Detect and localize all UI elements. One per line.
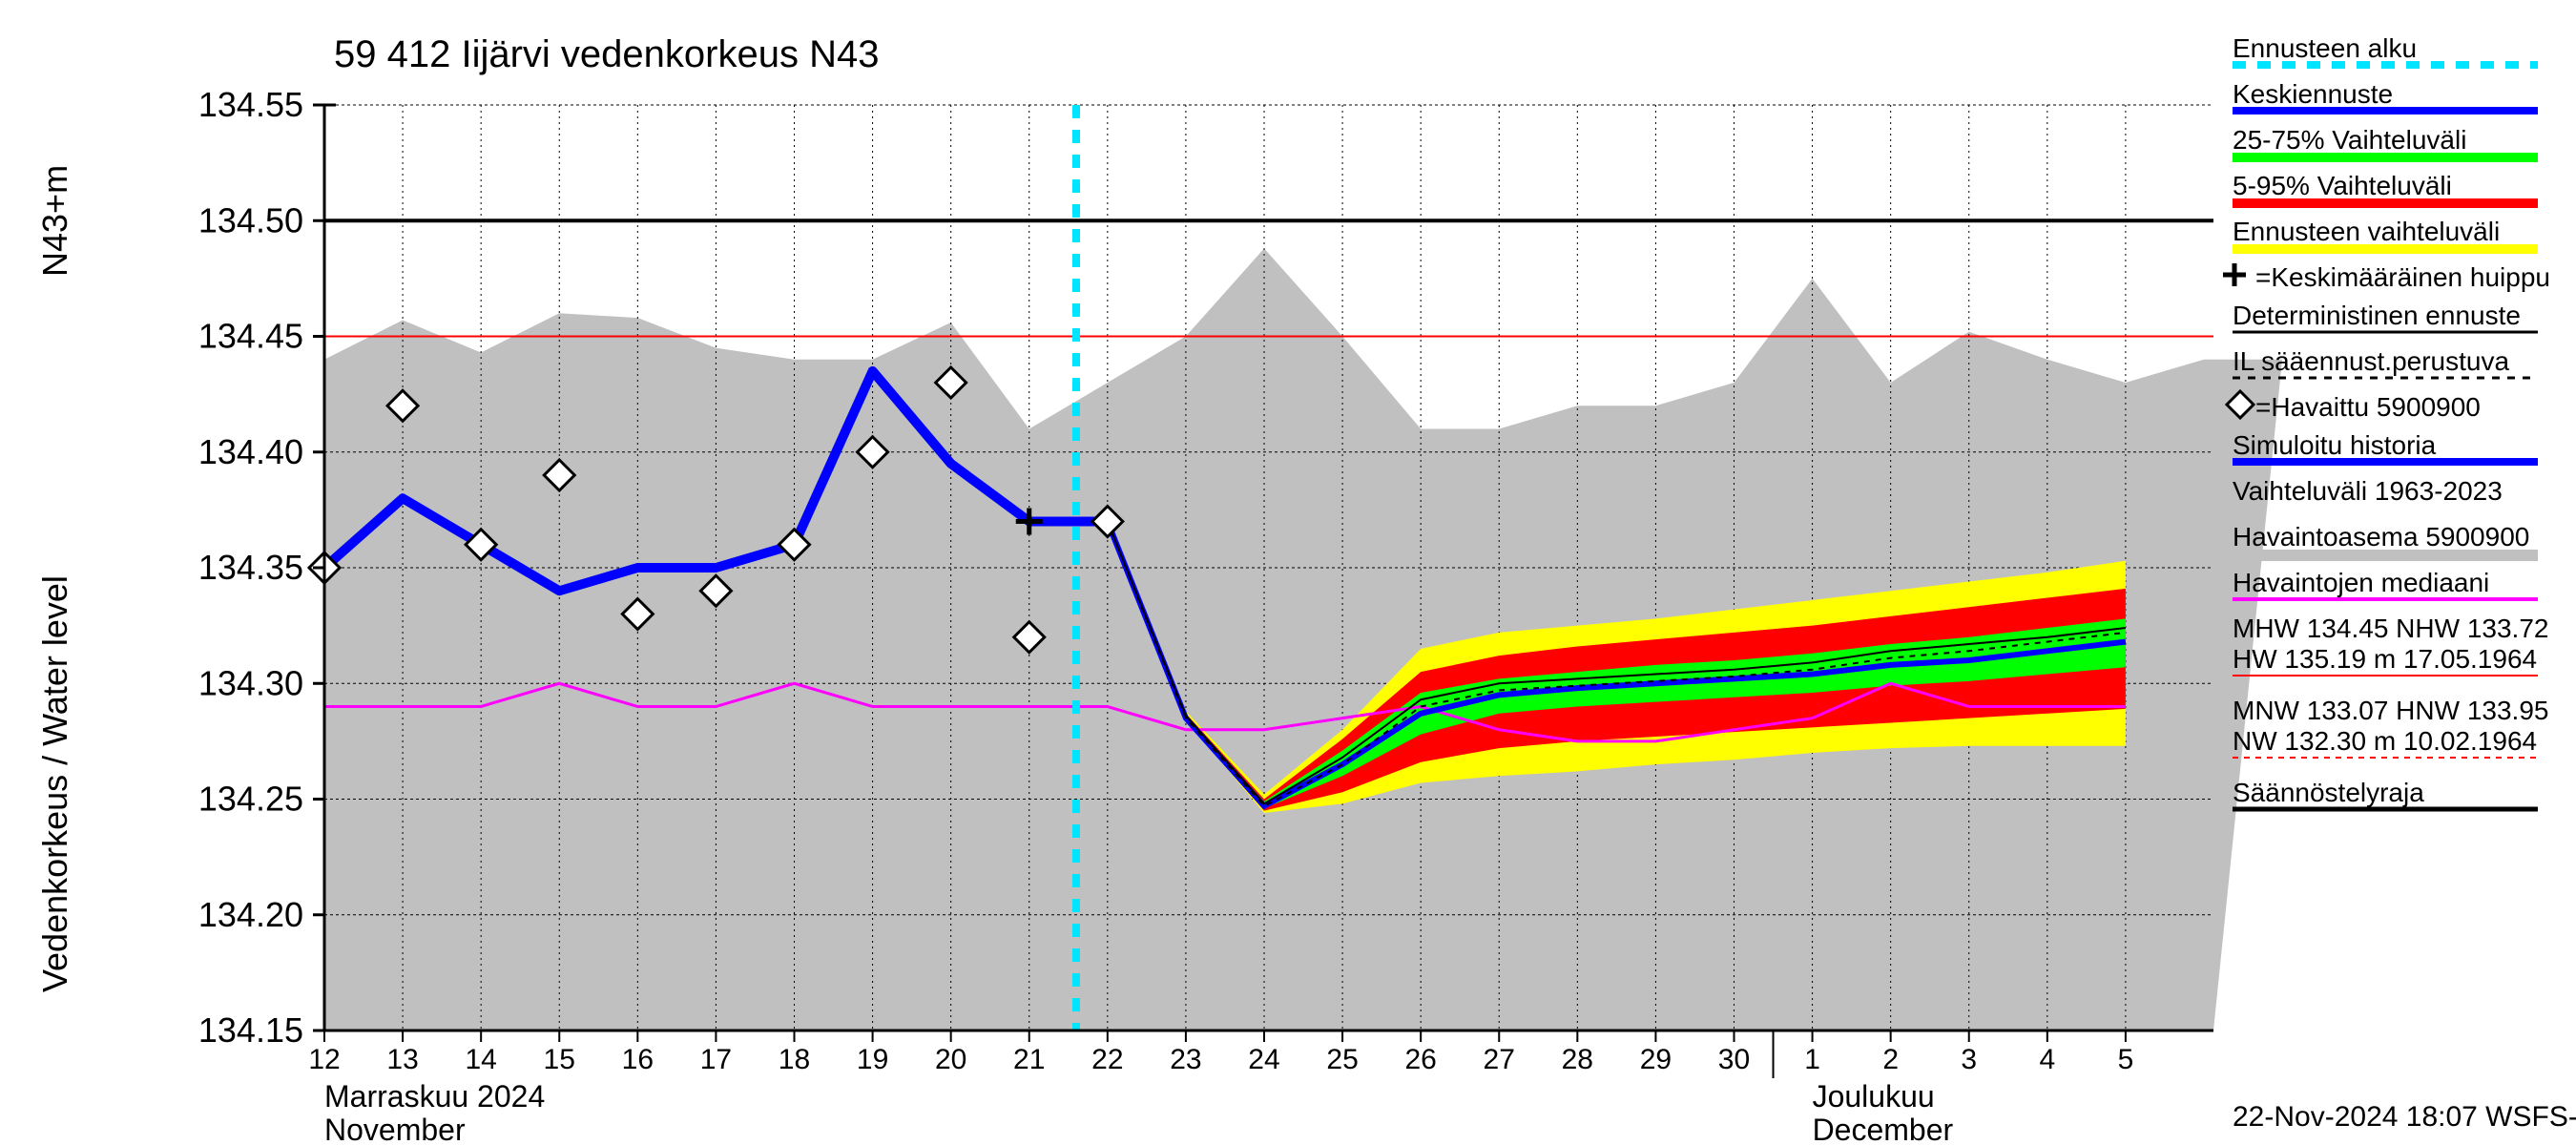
legend-label: Keskiennuste (2233, 79, 2393, 109)
y-axis-label: Vedenkorkeus / Water level (35, 575, 74, 992)
legend-label: Säännöstelyraja (2233, 778, 2424, 807)
x-tick-label: 28 (1562, 1044, 1593, 1075)
x-tick-label: 13 (386, 1044, 418, 1075)
legend-label: =Havaittu 5900900 (2255, 392, 2481, 422)
chart-title: 59 412 Iijärvi vedenkorkeus N43 (334, 33, 879, 75)
x-tick-label: 30 (1718, 1044, 1750, 1075)
legend-label: 5-95% Vaihteluväli (2233, 171, 2452, 200)
x-tick-label: 23 (1170, 1044, 1201, 1075)
month-label-1-en: November (324, 1113, 466, 1145)
water-level-chart: 134.15 134.20 134.25 134.30 134.35 134.40 134.… (0, 0, 2576, 1145)
x-tick-label: 24 (1248, 1044, 1279, 1075)
legend-label: MHW 134.45 NHW 133.72 (2233, 614, 2548, 643)
month-label-2: Joulukuu (1813, 1079, 1935, 1114)
x-tick-label: 1 (1804, 1044, 1820, 1075)
x-tick-label: 26 (1404, 1044, 1436, 1075)
legend-label: Havaintojen mediaani (2233, 568, 2489, 597)
x-tick-label: 29 (1640, 1044, 1672, 1075)
x-tick-label: 21 (1013, 1044, 1045, 1075)
legend-label: IL sääennust.perustuva (2233, 346, 2509, 376)
x-tick-label: 22 (1091, 1044, 1123, 1075)
legend-label: HW 135.19 m 17.05.1964 (2233, 644, 2537, 674)
x-tick-label: 18 (779, 1044, 810, 1075)
x-tick-label: 20 (935, 1044, 966, 1075)
chart-footer: 22-Nov-2024 18:07 WSFS-O (2233, 1101, 2576, 1133)
x-tick-label: 27 (1484, 1044, 1515, 1075)
month-label-1: Marraskuu 2024 (324, 1079, 545, 1114)
x-tick-label: 12 (308, 1044, 340, 1075)
legend-label: 25-75% Vaihteluväli (2233, 125, 2466, 155)
legend-label: Simuloitu historia (2233, 430, 2437, 460)
x-tick-label: 2 (1882, 1044, 1899, 1075)
legend-label: NW 132.30 m 10.02.1964 (2233, 726, 2537, 756)
y-tick-label: 134.55 (198, 85, 303, 124)
legend-label: Havaintoasema 5900900 (2233, 522, 2529, 552)
x-tick-label: 16 (622, 1044, 654, 1075)
y-axis-label-secondary: N43+m (35, 165, 74, 277)
x-tick-label: 14 (465, 1044, 496, 1075)
x-tick-label: 5 (2118, 1044, 2134, 1075)
x-tick-label: 4 (2039, 1044, 2055, 1075)
legend-label: Vaihteluväli 1963-2023 (2233, 476, 2503, 506)
y-tick-label: 134.35 (198, 548, 303, 587)
x-tick-label: 17 (700, 1044, 732, 1075)
x-tick-label: 3 (1961, 1044, 1977, 1075)
legend-label: Ennusteen vaihteluväli (2233, 217, 2500, 246)
y-tick-label: 134.25 (198, 780, 303, 819)
y-tick-label: 134.30 (198, 663, 303, 702)
month-label-2-en: December (1813, 1113, 1954, 1145)
legend-label: Ennusteen alku (2233, 33, 2417, 63)
y-tick-label: 134.45 (198, 317, 303, 356)
x-tick-label: 19 (857, 1044, 888, 1075)
legend-label: =Keskimääräinen huippu (2255, 262, 2550, 292)
x-tick-label: 25 (1326, 1044, 1358, 1075)
legend-label: Deterministinen ennuste (2233, 301, 2521, 330)
y-tick-label: 134.50 (198, 200, 303, 239)
y-tick-label: 134.15 (198, 1010, 303, 1050)
legend-label: MNW 133.07 HNW 133.95 (2233, 696, 2548, 725)
x-tick-label: 15 (544, 1044, 575, 1075)
y-tick-label: 134.40 (198, 432, 303, 471)
y-tick-label: 134.20 (198, 895, 303, 934)
